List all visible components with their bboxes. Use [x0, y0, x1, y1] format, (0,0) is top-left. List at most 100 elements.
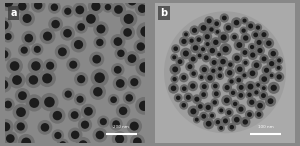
Circle shape — [124, 14, 134, 24]
Circle shape — [218, 67, 222, 71]
Circle shape — [247, 97, 257, 107]
Circle shape — [212, 19, 221, 28]
Circle shape — [248, 24, 253, 28]
Circle shape — [233, 102, 237, 106]
Circle shape — [222, 16, 227, 20]
Circle shape — [211, 37, 221, 47]
Circle shape — [135, 1, 150, 16]
Circle shape — [206, 121, 211, 127]
Circle shape — [123, 28, 132, 37]
Circle shape — [199, 90, 208, 99]
Circle shape — [201, 92, 206, 97]
Circle shape — [253, 33, 258, 37]
Circle shape — [31, 0, 46, 13]
Circle shape — [139, 62, 150, 73]
Circle shape — [245, 110, 254, 119]
Circle shape — [236, 42, 242, 48]
Circle shape — [268, 98, 273, 104]
Circle shape — [43, 32, 52, 41]
Circle shape — [115, 134, 124, 144]
Circle shape — [119, 107, 127, 115]
Circle shape — [234, 117, 240, 122]
Circle shape — [218, 56, 228, 67]
Circle shape — [259, 91, 268, 100]
Circle shape — [261, 32, 266, 37]
Circle shape — [226, 25, 231, 31]
Text: 200 nm: 200 nm — [113, 125, 129, 129]
Circle shape — [241, 72, 248, 79]
Circle shape — [13, 104, 29, 121]
Circle shape — [247, 112, 252, 117]
Circle shape — [21, 31, 36, 46]
Circle shape — [212, 100, 217, 105]
Circle shape — [71, 131, 80, 139]
Circle shape — [82, 11, 99, 27]
Circle shape — [202, 67, 207, 72]
Circle shape — [217, 124, 225, 132]
Circle shape — [42, 73, 52, 83]
Circle shape — [75, 20, 88, 34]
Circle shape — [198, 74, 205, 81]
Circle shape — [74, 72, 88, 86]
Circle shape — [188, 106, 199, 117]
Circle shape — [271, 85, 277, 91]
Circle shape — [196, 102, 205, 111]
Circle shape — [256, 83, 260, 87]
Circle shape — [190, 39, 194, 43]
Circle shape — [207, 25, 216, 34]
Circle shape — [261, 93, 266, 98]
Circle shape — [178, 59, 182, 64]
Circle shape — [207, 45, 217, 56]
Circle shape — [52, 129, 64, 142]
Circle shape — [112, 131, 127, 146]
Circle shape — [60, 26, 75, 41]
Circle shape — [81, 121, 89, 129]
Circle shape — [88, 0, 104, 14]
Circle shape — [110, 96, 117, 103]
Circle shape — [86, 14, 96, 24]
Circle shape — [262, 65, 272, 75]
Circle shape — [0, 80, 8, 89]
Circle shape — [206, 42, 210, 46]
Circle shape — [265, 95, 276, 107]
Circle shape — [0, 0, 17, 11]
Circle shape — [22, 14, 32, 23]
Circle shape — [14, 119, 28, 134]
Circle shape — [172, 66, 178, 72]
Circle shape — [202, 53, 211, 62]
Circle shape — [257, 48, 262, 53]
Circle shape — [3, 131, 18, 146]
Circle shape — [92, 128, 107, 142]
Circle shape — [93, 21, 109, 37]
Circle shape — [57, 139, 69, 146]
Circle shape — [238, 107, 244, 112]
Circle shape — [186, 95, 191, 100]
Circle shape — [115, 47, 128, 60]
Circle shape — [222, 83, 232, 92]
Circle shape — [19, 11, 35, 26]
Circle shape — [227, 110, 232, 115]
Circle shape — [210, 48, 215, 53]
Circle shape — [78, 118, 92, 132]
Circle shape — [92, 55, 101, 64]
Circle shape — [262, 56, 266, 61]
Circle shape — [256, 112, 261, 117]
Circle shape — [62, 88, 74, 100]
Circle shape — [89, 52, 104, 67]
Circle shape — [234, 55, 240, 61]
Circle shape — [12, 75, 22, 85]
Circle shape — [61, 5, 74, 18]
Circle shape — [190, 25, 200, 35]
Circle shape — [188, 81, 198, 91]
Circle shape — [263, 38, 274, 48]
Circle shape — [223, 118, 228, 123]
Circle shape — [79, 140, 88, 146]
Circle shape — [254, 90, 259, 95]
Circle shape — [136, 22, 155, 41]
Circle shape — [230, 33, 239, 41]
Circle shape — [250, 71, 255, 76]
Circle shape — [0, 50, 8, 58]
Circle shape — [240, 48, 250, 57]
Circle shape — [206, 105, 211, 110]
Circle shape — [182, 103, 186, 108]
